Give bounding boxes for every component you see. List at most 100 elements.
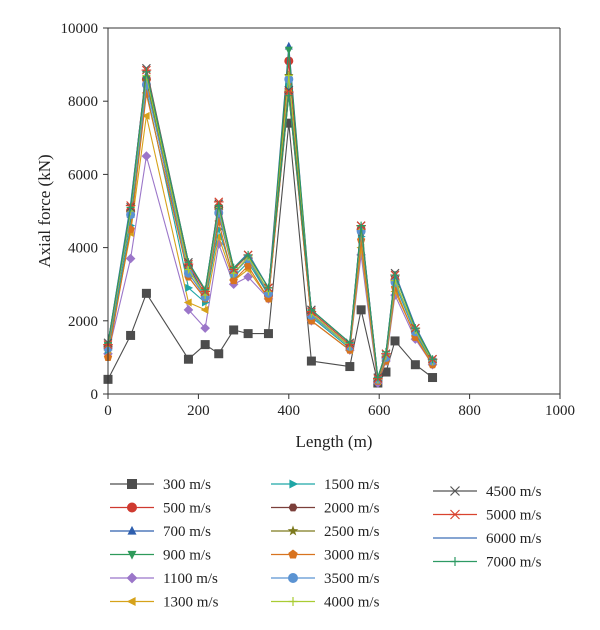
legend-item: 900 m/s [110,548,211,564]
data-point [390,336,400,346]
data-point [141,111,150,120]
legend-marker [127,479,137,489]
legend-marker [126,572,138,584]
plot-area [103,41,438,388]
legend-item: 3000 m/s [271,548,380,564]
legend-item: 1500 m/s [271,477,380,493]
data-point [200,323,210,333]
legend-label: 6000 m/s [486,531,542,547]
data-point [142,67,151,76]
data-point [185,283,194,292]
legend-marker [449,509,461,520]
legend-marker [288,549,298,559]
x-tick-label: 600 [368,403,391,419]
legend-label: 7000 m/s [486,555,542,571]
data-point [125,253,136,264]
data-point [214,349,224,359]
y-tick-label: 0 [91,387,99,403]
data-point [126,203,135,212]
data-point [228,279,239,289]
data-point [244,250,253,259]
data-point [307,305,316,314]
data-point [183,354,193,364]
data-point [126,330,136,340]
legend-marker [288,503,298,512]
legend-item: 700 m/s [110,524,211,540]
legend-item: 7000 m/s [433,555,542,571]
legend-marker [126,597,136,606]
legend-item: 3500 m/s [271,571,380,587]
data-point [345,362,355,372]
legend-label: 5000 m/s [486,508,542,524]
legend-item: 500 m/s [110,501,211,517]
legend-label: 1100 m/s [163,571,218,587]
legend-item: 1300 m/s [110,595,219,611]
data-point [264,283,273,292]
legend-item: 4000 m/s [271,595,380,611]
legend-label: 3500 m/s [324,571,380,587]
series-line [107,71,433,379]
data-point [284,46,293,55]
data-point [306,356,316,366]
data-point [183,305,194,315]
data-point [284,85,294,95]
data-point [356,305,366,315]
x-axis-title: Length (m) [296,432,373,451]
legend-item: 6000 m/s [433,531,542,547]
data-point [201,285,210,294]
legend-item: 300 m/s [110,477,211,493]
data-point [357,221,366,230]
data-point [214,201,223,210]
data-point [141,288,151,298]
legend-item: 4500 m/s [433,484,542,500]
legend-label: 500 m/s [163,501,211,517]
x-tick-label: 400 [278,403,301,419]
legend-item: 2500 m/s [271,524,380,540]
legend-label: 1300 m/s [163,595,219,611]
data-point [391,271,400,280]
data-point [284,56,294,66]
series-group [104,67,437,382]
legend-label: 2000 m/s [324,501,380,517]
legend-marker [287,525,299,536]
data-point [381,347,390,356]
y-tick-label: 10000 [61,21,99,37]
data-point [284,71,293,80]
data-point [184,258,193,267]
legend-marker [288,597,298,606]
legend-marker [127,525,137,535]
y-tick-label: 8000 [68,94,98,110]
legend-label: 4000 m/s [324,595,380,611]
x-tick-label: 800 [458,403,481,419]
x-tick-label: 200 [187,403,210,419]
data-point [428,373,438,383]
data-point [243,261,253,270]
legend-marker [127,550,137,560]
legend-item: 1100 m/s [110,571,218,587]
legend-item: 2000 m/s [271,501,380,517]
legend-label: 3000 m/s [324,548,380,564]
legend-item: 5000 m/s [433,508,542,524]
series-line [107,122,433,384]
y-tick-label: 4000 [68,241,98,257]
legend-marker [289,479,299,489]
data-point [373,373,382,382]
data-point [141,151,152,161]
legend-label: 300 m/s [163,477,211,493]
data-point [345,338,354,347]
data-point [411,324,420,333]
legend-marker [450,486,460,496]
data-point [356,250,366,260]
legend-label: 1500 m/s [324,477,380,493]
data-point [428,355,437,364]
y-tick-label: 6000 [68,167,98,183]
data-point [200,340,210,350]
data-point [229,263,238,272]
series-group [103,86,436,386]
x-tick-label: 0 [104,403,112,419]
legend-label: 4500 m/s [486,484,542,500]
x-tick-label: 1000 [545,403,575,419]
data-point [229,325,239,335]
